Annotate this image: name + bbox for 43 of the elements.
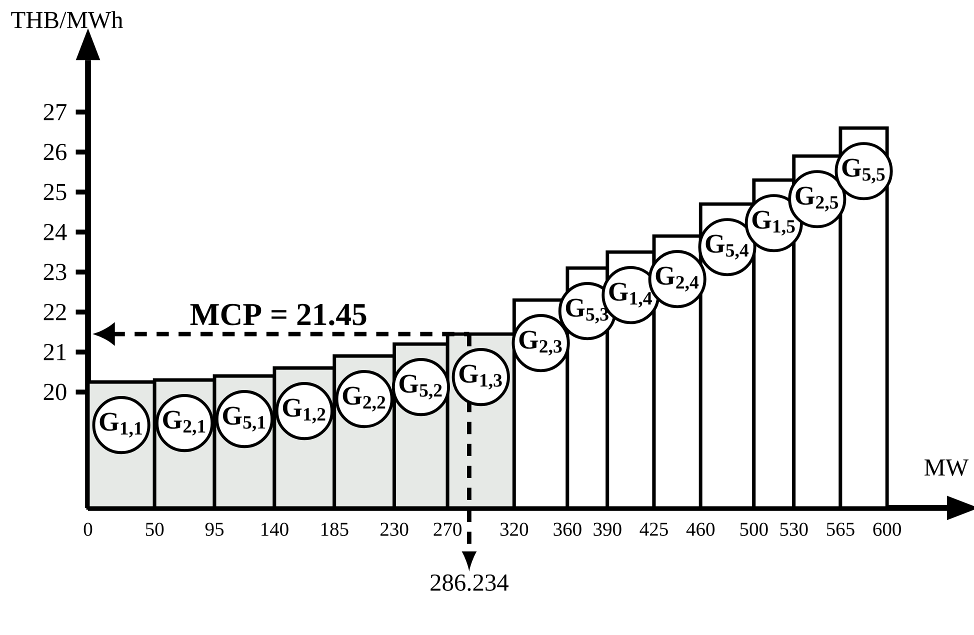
y-tick-label: 24 xyxy=(44,224,67,240)
y-tick-label: 21 xyxy=(44,344,66,360)
x-tick-label: 95 xyxy=(205,522,224,536)
x-tick-label: 320 xyxy=(500,522,528,536)
x-tick-label: 360 xyxy=(554,522,582,536)
annotation: G$_{5,5}$ xyxy=(842,158,885,184)
ref-line-label: MCP = 21.45 xyxy=(190,304,366,326)
y-tick-label: 26 xyxy=(44,144,66,160)
x-tick-label: 140 xyxy=(262,522,288,536)
x-tick-label: 500 xyxy=(740,522,768,536)
annotation: G$_{5,1}$ xyxy=(222,406,266,432)
annotation: G$_{1,3}$ xyxy=(459,364,502,390)
x-tick-label: 390 xyxy=(594,522,622,536)
annotation: G$_{1,1}$ xyxy=(100,412,142,438)
annotation: G$_{2,5}$ xyxy=(796,186,838,212)
y-axis-title: THB/MWh xyxy=(11,11,123,28)
x-tick-label: 565 xyxy=(826,522,854,536)
x-tick-label: 50 xyxy=(146,522,164,536)
x-tick-label: 530 xyxy=(780,522,808,536)
annotation: G$_{2,2}$ xyxy=(342,386,386,412)
annotation: G$_{2,1}$ xyxy=(163,410,206,436)
annotation: G$_{1,5}$ xyxy=(752,210,795,236)
annotation: G$_{5,4}$ xyxy=(706,234,748,260)
y-tick-label: 20 xyxy=(44,384,66,400)
x-tick-label: 460 xyxy=(686,522,715,536)
y-tick-label: 27 xyxy=(44,104,66,120)
x-tick-label: 0 xyxy=(84,522,92,536)
x-axis-title: MW xyxy=(924,459,969,476)
x-tick-label: 600 xyxy=(873,522,901,536)
annotation: G$_{5,2}$ xyxy=(399,374,442,400)
annotation: G$_{5,3}$ xyxy=(566,298,608,324)
x-tick-label: 230 xyxy=(380,522,408,536)
y-tick-label: 22 xyxy=(44,304,66,320)
ref-line-label: 286.234 xyxy=(430,574,508,591)
y-tick-label: 23 xyxy=(44,264,66,280)
annotation: G$_{2,4}$ xyxy=(656,266,699,292)
x-tick-label: 270 xyxy=(434,522,462,536)
annotation: G$_{1,2}$ xyxy=(282,398,326,424)
x-tick-label: 185 xyxy=(321,522,348,536)
y-tick-label: 25 xyxy=(44,184,66,200)
annotation: G$_{2,3}$ xyxy=(519,330,562,356)
annotation: G$_{1,4}$ xyxy=(609,282,652,308)
x-tick-label: 425 xyxy=(640,522,668,536)
